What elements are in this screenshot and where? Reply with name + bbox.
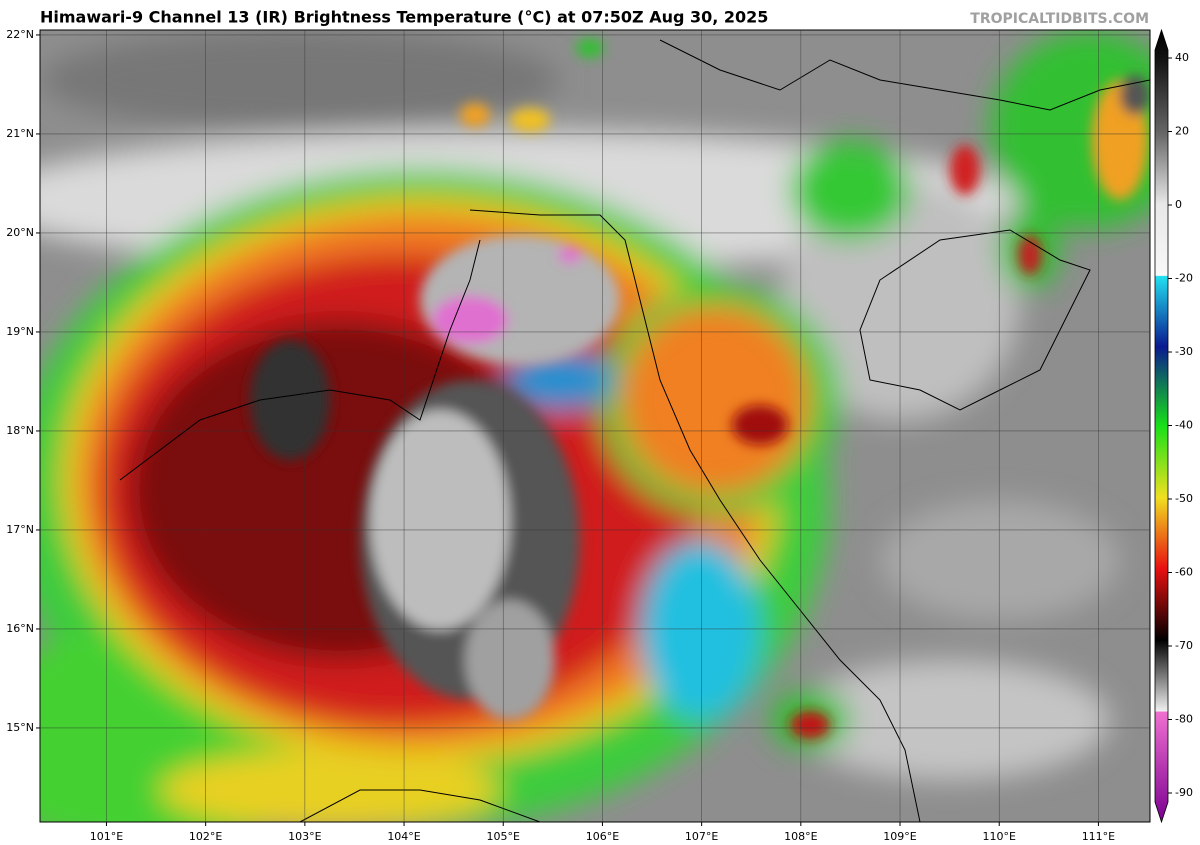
x-tick-label: 109°E <box>883 830 916 843</box>
map-frame <box>39 29 1151 823</box>
x-tick-label: 110°E <box>982 830 1015 843</box>
y-tick-label: 16°N <box>6 622 34 635</box>
colorbar-label: -70 <box>1175 639 1193 652</box>
x-tick-label: 104°E <box>387 830 420 843</box>
colorbar-label: -60 <box>1175 566 1193 579</box>
colorbar-label: -50 <box>1175 492 1193 505</box>
x-tick-label: 107°E <box>685 830 718 843</box>
x-tick-label: 102°E <box>189 830 222 843</box>
y-tick-label: 21°N <box>6 127 34 140</box>
x-tick-label: 101°E <box>90 830 123 843</box>
colorbar-label: -90 <box>1175 786 1193 799</box>
colorbar <box>1154 28 1169 824</box>
colorbar-label: 20 <box>1175 125 1189 138</box>
x-tick-label: 106°E <box>586 830 619 843</box>
title: Himawari-9 Channel 13 (IR) Brightness Te… <box>40 8 768 27</box>
x-tick-label: 108°E <box>784 830 817 843</box>
border <box>299 789 541 822</box>
y-tick-label: 15°N <box>6 721 34 734</box>
x-tick-label: 111°E <box>1082 830 1115 843</box>
y-tick-label: 17°N <box>6 523 34 536</box>
y-tick-label: 20°N <box>6 226 34 239</box>
border <box>119 239 481 481</box>
coastline <box>659 39 1150 111</box>
colorbar-label: -20 <box>1175 272 1193 285</box>
x-tick-label: 103°E <box>288 830 321 843</box>
y-tick-label: 22°N <box>6 28 34 41</box>
colorbar-label: -40 <box>1175 419 1193 432</box>
x-tick-label: 105°E <box>487 830 520 843</box>
colorbar-label: -30 <box>1175 345 1193 358</box>
y-tick-label: 19°N <box>6 325 34 338</box>
satellite-image <box>40 30 1150 822</box>
island <box>859 229 1091 411</box>
colorbar-label: -80 <box>1175 713 1193 726</box>
colorbar-label: 0 <box>1175 198 1182 211</box>
coastline <box>469 209 921 822</box>
y-tick-label: 18°N <box>6 424 34 437</box>
credit: TROPICALTIDBITS.COM <box>970 11 1149 27</box>
colorbar-label: 40 <box>1175 51 1189 64</box>
